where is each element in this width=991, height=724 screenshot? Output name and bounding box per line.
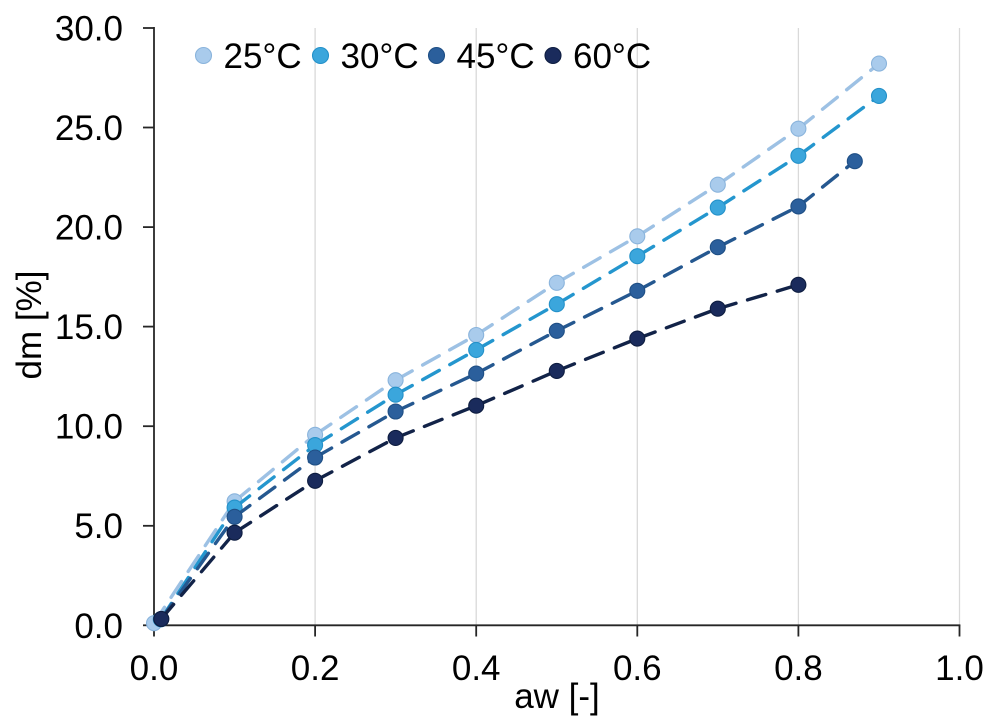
svg-text:15.0: 15.0	[55, 308, 123, 347]
svg-text:0.0: 0.0	[130, 649, 179, 688]
svg-text:25.0: 25.0	[55, 109, 123, 148]
svg-text:10.0: 10.0	[55, 408, 123, 447]
svg-text:25°C: 25°C	[224, 37, 302, 76]
svg-text:20.0: 20.0	[55, 209, 123, 248]
svg-text:0.6: 0.6	[613, 649, 662, 688]
svg-text:1.0: 1.0	[935, 649, 984, 688]
svg-text:30.0: 30.0	[55, 10, 123, 49]
svg-text:dm [%]: dm [%]	[10, 271, 49, 380]
svg-text:aw [-]: aw [-]	[514, 677, 600, 716]
svg-text:45°C: 45°C	[457, 37, 535, 76]
svg-text:60°C: 60°C	[573, 37, 651, 76]
svg-text:0.8: 0.8	[774, 649, 823, 688]
svg-text:30°C: 30°C	[341, 37, 419, 76]
svg-text:0.0: 0.0	[74, 607, 123, 646]
svg-text:0.2: 0.2	[291, 649, 340, 688]
svg-text:0.4: 0.4	[452, 649, 501, 688]
svg-text:5.0: 5.0	[74, 507, 123, 546]
